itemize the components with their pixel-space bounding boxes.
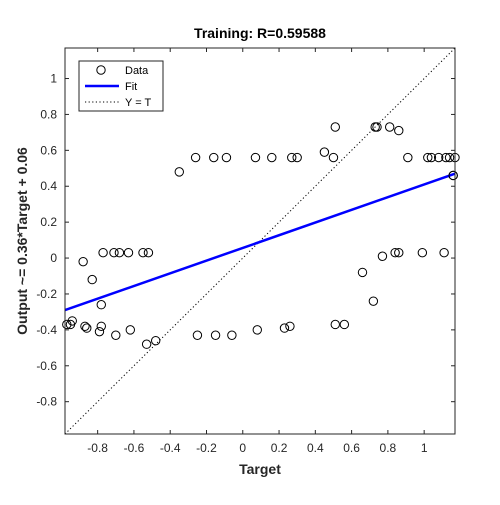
data-point — [221, 152, 232, 163]
legend-entry: Y = T — [85, 97, 151, 109]
data-point — [394, 247, 404, 258]
y-tick-label: 0.4 — [40, 179, 57, 193]
data-point — [441, 152, 451, 163]
data-point — [448, 170, 458, 181]
data-point — [87, 274, 97, 285]
legend: Data Fit Y = T — [78, 60, 164, 112]
data-point — [444, 152, 455, 163]
data-point — [252, 325, 262, 335]
legend-label: Fit — [125, 81, 137, 93]
data-point — [285, 321, 295, 331]
x-tick-label: 0 — [239, 441, 246, 455]
legend-marker-circle — [96, 65, 106, 75]
data-point — [190, 152, 201, 163]
chart-title: Training: R=0.59588 — [194, 25, 326, 41]
data-point — [227, 330, 237, 340]
data-point — [143, 247, 154, 258]
data-point — [372, 122, 382, 132]
y-tick-label: 0.2 — [40, 215, 57, 229]
x-axis-label: Target — [239, 461, 281, 477]
data-point — [209, 152, 219, 163]
data-point — [426, 152, 437, 163]
data-point — [417, 247, 428, 258]
data-point — [319, 147, 330, 157]
data-point — [439, 247, 449, 258]
data-point — [94, 326, 105, 337]
data-point — [423, 152, 433, 163]
data-point — [357, 267, 368, 278]
y-tick-label: 0.6 — [40, 143, 57, 157]
y-tick-label: -0.8 — [36, 395, 57, 409]
y-tick-label: 0 — [50, 251, 57, 265]
data-point — [82, 323, 92, 333]
y-tick-label: 1 — [50, 72, 57, 86]
data-point — [141, 339, 152, 349]
data-point — [403, 152, 413, 163]
data-point — [80, 321, 90, 331]
data-point — [192, 330, 203, 340]
data-point — [339, 319, 350, 330]
plot-frame — [64, 47, 456, 435]
x-tick-label: 0.4 — [307, 441, 324, 455]
y-tick-label: 0.8 — [40, 107, 57, 121]
x-tick-label: -0.4 — [160, 441, 181, 455]
legend-entry: Data — [96, 65, 149, 77]
fit-line — [65, 172, 455, 312]
data-point — [210, 330, 221, 340]
data-point — [267, 152, 277, 163]
data-point — [123, 247, 134, 258]
data-point — [174, 167, 184, 177]
x-tick-label: 0.2 — [271, 441, 288, 455]
data-point — [96, 300, 106, 310]
data-point — [330, 319, 340, 330]
x-tick-label: -0.8 — [87, 441, 108, 455]
data-point — [96, 321, 106, 331]
ticks-layer: -0.8 -0.6 -0.4 -0.2 0 0.2 0.4 0.6 0.8 1 -0.8 -0.6 -0… — [36, 48, 455, 455]
data-point — [150, 335, 161, 346]
data-point — [328, 152, 339, 163]
data-point — [390, 247, 400, 258]
data-point — [394, 125, 404, 136]
data-point — [78, 256, 88, 267]
series-layer — [62, 48, 460, 434]
legend-label: Y = T — [125, 97, 151, 109]
data-point — [109, 247, 119, 258]
data-point — [114, 247, 125, 258]
data-point — [287, 152, 297, 163]
y-tick-label: -0.4 — [36, 323, 57, 337]
data-point — [377, 251, 388, 261]
data-point — [250, 152, 261, 163]
data-point — [125, 325, 136, 335]
data-point — [67, 316, 77, 326]
y-axis-label: Output ~= 0.36*Target + 0.06 — [14, 147, 30, 335]
data-point — [433, 152, 444, 163]
data-point — [279, 323, 290, 333]
legend-items: Data Fit Y = T — [85, 65, 151, 109]
legend-label: Data — [125, 65, 149, 77]
data-point — [330, 122, 340, 132]
y-tick-label: -0.6 — [36, 359, 57, 373]
data-point — [292, 152, 302, 163]
x-tick-label: -0.2 — [196, 441, 217, 455]
x-tick-label: -0.6 — [124, 441, 145, 455]
x-tick-label: 0.8 — [380, 441, 397, 455]
legend-entry: Fit — [85, 81, 137, 93]
x-tick-label: 0.6 — [343, 441, 360, 455]
x-tick-label: 1 — [421, 441, 428, 455]
data-point — [368, 296, 379, 306]
data-point — [384, 122, 395, 132]
data-point — [138, 247, 148, 258]
data-point — [98, 247, 108, 258]
data-point — [111, 330, 121, 340]
y-tick-label: -0.2 — [36, 287, 57, 301]
